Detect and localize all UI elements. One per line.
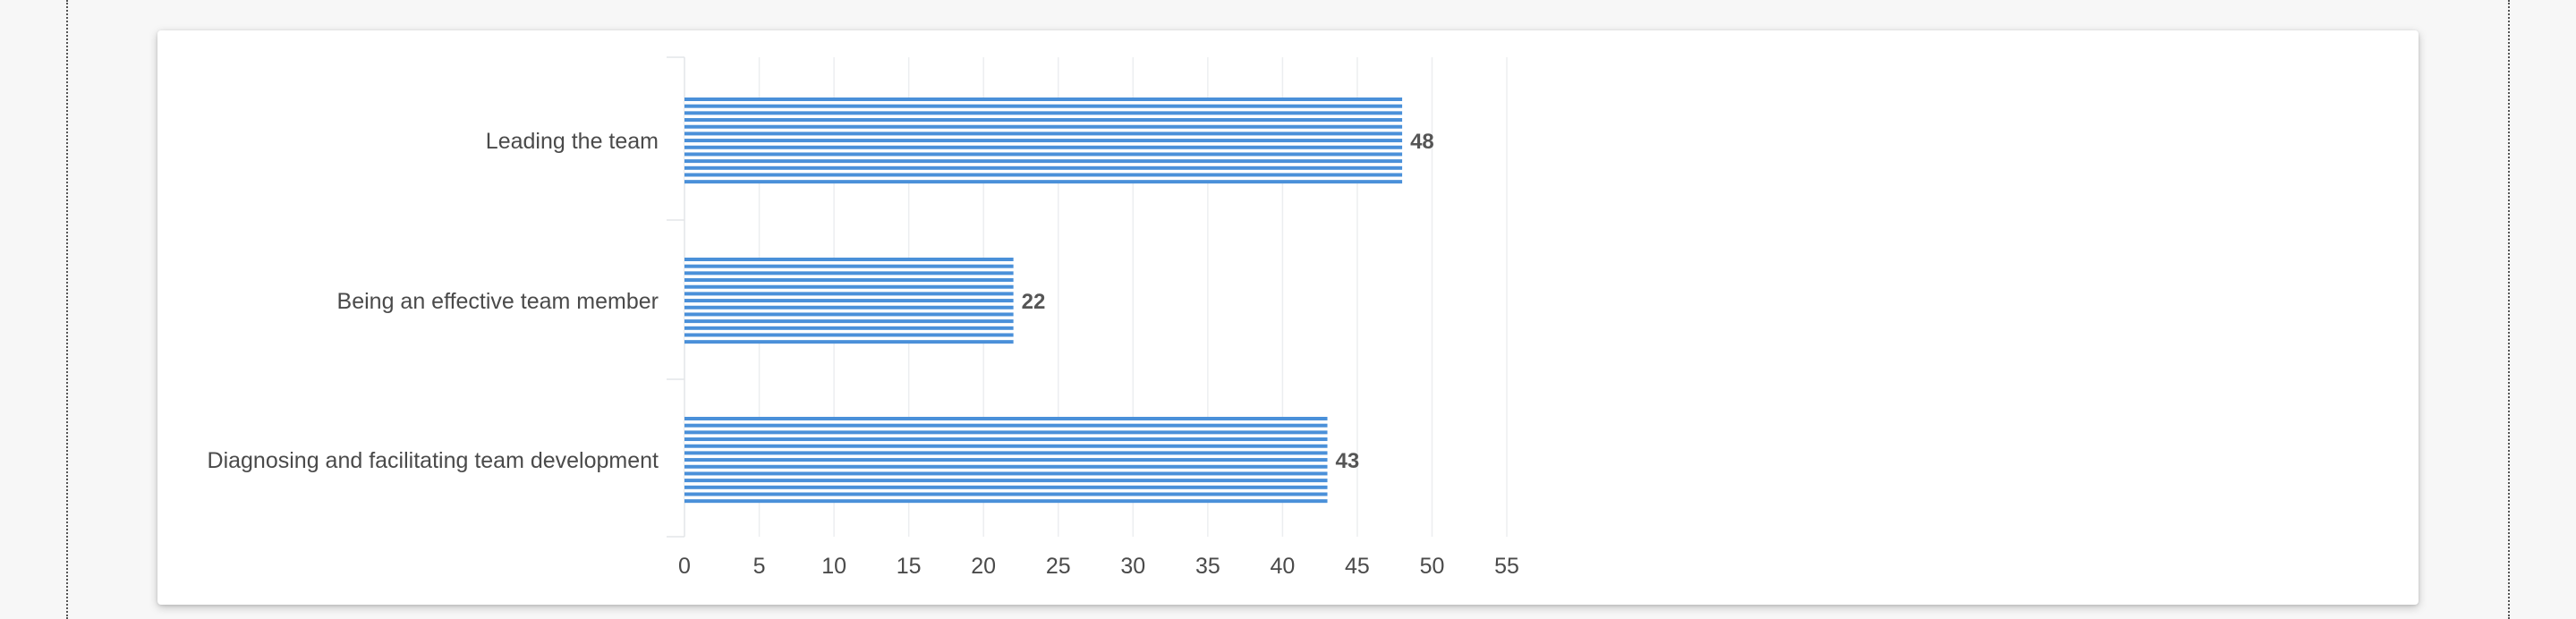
- bar-1-stripe: [684, 131, 1403, 136]
- bar-2-stripe: [684, 258, 1014, 261]
- bar-2-stripe: [684, 319, 1014, 324]
- bar-1-stripe: [684, 173, 1403, 177]
- bar-3-stripe: [684, 423, 1328, 428]
- bar-3-stripe: [684, 479, 1328, 483]
- bar-3-stripe: [684, 471, 1328, 476]
- bar-group-2[interactable]: [684, 258, 1014, 344]
- category-label-3: Diagnosing and facilitating team develop…: [208, 448, 659, 473]
- bar-1-stripe: [684, 180, 1403, 184]
- bar-2-stripe: [684, 264, 1014, 268]
- x-tick-label-30: 30: [1120, 554, 1145, 579]
- x-tick-label-5: 5: [753, 554, 766, 579]
- value-label-3: 43: [1336, 449, 1360, 473]
- bar-1-stripe: [684, 165, 1403, 170]
- bar-1-stripe: [684, 104, 1403, 108]
- category-label-2: Being an effective team member: [337, 289, 659, 314]
- left-dotted-guide: [66, 0, 68, 619]
- x-tick-label-25: 25: [1046, 554, 1071, 579]
- bar-3-stripe: [684, 492, 1328, 496]
- x-tick-label-55: 55: [1494, 554, 1519, 579]
- bar-2-stripe: [684, 340, 1014, 344]
- bar-1-stripe: [684, 152, 1403, 157]
- bar-2-stripe: [684, 271, 1014, 276]
- right-dotted-guide: [2508, 0, 2510, 619]
- bars: [684, 98, 1403, 504]
- bar-2-stripe: [684, 284, 1014, 289]
- value-label-2: 22: [1022, 290, 1046, 314]
- bar-1-stripe: [684, 159, 1403, 164]
- bar-group-1[interactable]: [684, 98, 1403, 184]
- x-tick-label-45: 45: [1345, 554, 1370, 579]
- bar-2-stripe: [684, 299, 1014, 303]
- x-tick-label-0: 0: [678, 554, 691, 579]
- bar-1-stripe: [684, 145, 1403, 149]
- bar-1-stripe: [684, 124, 1403, 129]
- x-tick-label-50: 50: [1420, 554, 1445, 579]
- bar-2-stripe: [684, 333, 1014, 337]
- bar-3-stripe: [684, 464, 1328, 469]
- x-tick-label-15: 15: [897, 554, 922, 579]
- bar-3-stripe: [684, 430, 1328, 435]
- labels: 0 5 10 15 20 25 30 35 40 45 50 55 Leading the team 48…: [208, 129, 1519, 579]
- bar-1-stripe: [684, 139, 1403, 143]
- x-tick-label-10: 10: [821, 554, 846, 579]
- bar-3-stripe: [684, 417, 1328, 420]
- bar-2-stripe: [684, 292, 1014, 296]
- bar-3-stripe: [684, 444, 1328, 448]
- axis: [667, 56, 685, 538]
- bar-3-stripe: [684, 451, 1328, 455]
- bar-1-stripe: [684, 118, 1403, 123]
- bar-3-stripe: [684, 485, 1328, 489]
- bar-3-stripe: [684, 437, 1328, 442]
- bar-1-stripe: [684, 111, 1403, 115]
- x-tick-label-35: 35: [1195, 554, 1220, 579]
- category-label-1: Leading the team: [486, 129, 659, 154]
- bar-2-stripe: [684, 312, 1014, 317]
- bar-1-stripe: [684, 98, 1403, 101]
- bar-3-stripe: [684, 458, 1328, 462]
- bar-2-stripe: [684, 326, 1014, 330]
- x-tick-label-40: 40: [1270, 554, 1295, 579]
- bar-3-stripe: [684, 499, 1328, 504]
- bar-2-stripe: [684, 278, 1014, 283]
- x-tick-label-20: 20: [971, 554, 996, 579]
- bar-group-3[interactable]: [684, 417, 1328, 504]
- value-label-1: 48: [1410, 130, 1434, 154]
- bar-2-stripe: [684, 305, 1014, 310]
